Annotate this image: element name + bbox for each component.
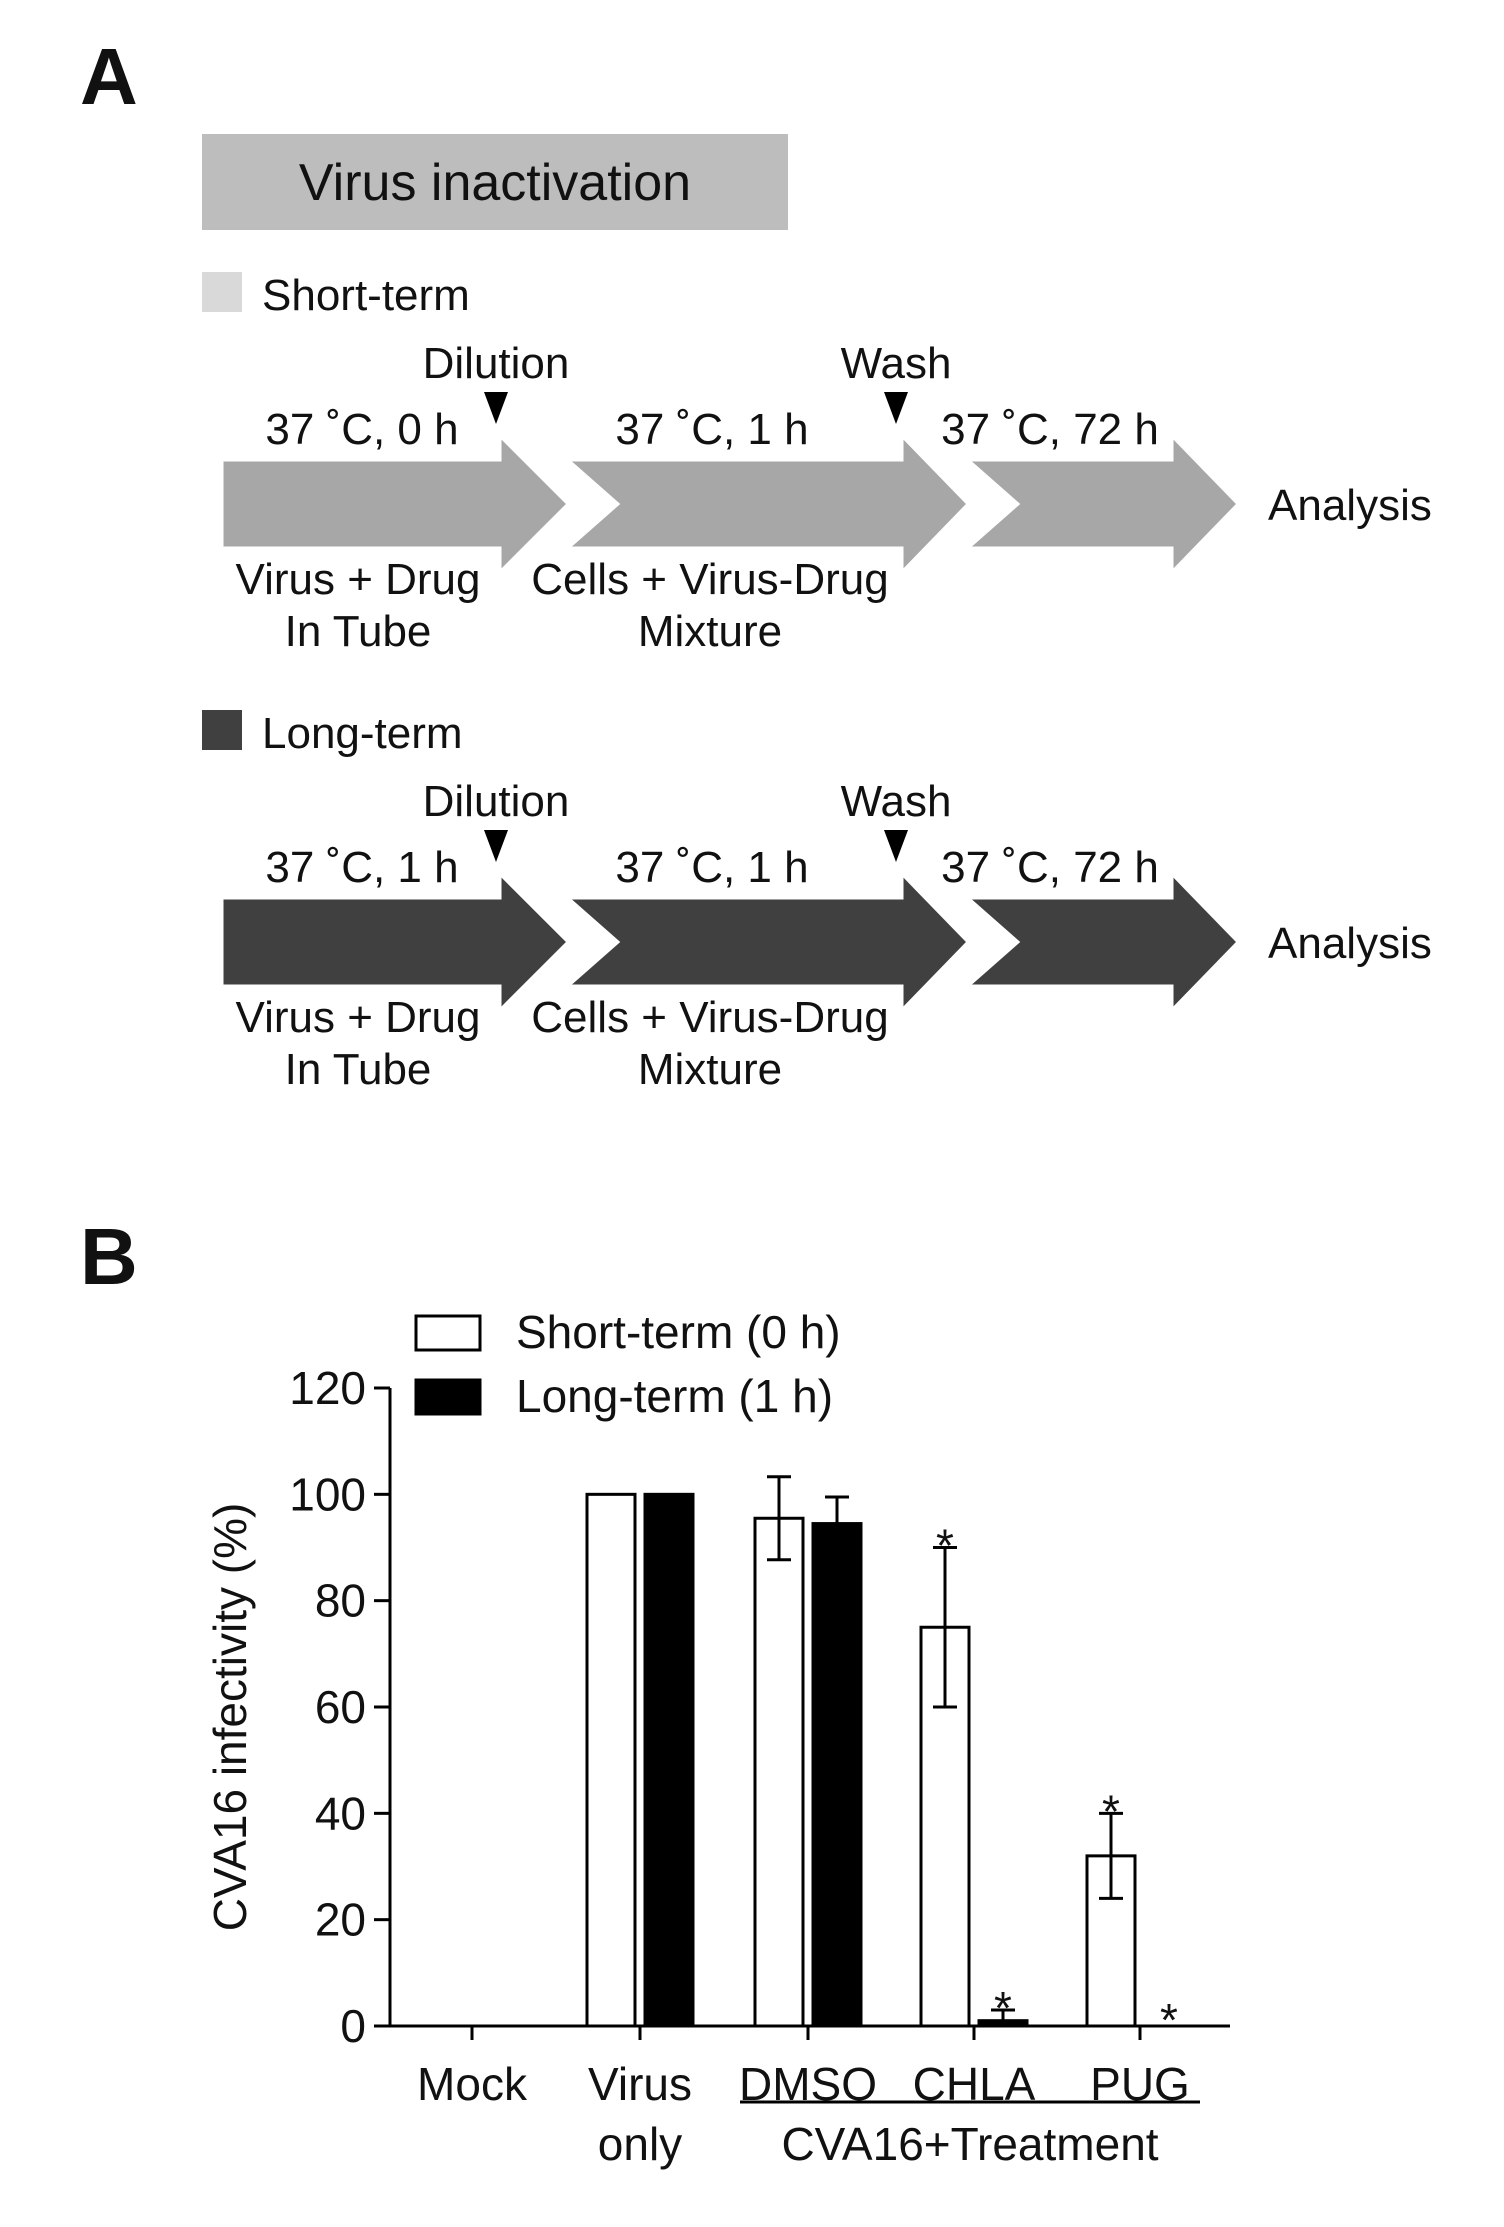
short-arrow-1 bbox=[220, 432, 571, 576]
long-step2-desc-line2: Mixture bbox=[638, 1045, 782, 1094]
long-wash-marker bbox=[884, 830, 908, 862]
significance-star-1-4: * bbox=[1160, 1994, 1178, 2046]
y-tick-label-0: 0 bbox=[340, 2000, 366, 2052]
short-label: Short-term bbox=[262, 271, 470, 320]
y-tick-label-60: 60 bbox=[315, 1681, 366, 1733]
short-step1-condition: 37 ˚C, 0 h bbox=[265, 405, 458, 454]
short-step1-desc-line1: Virus + Drug bbox=[236, 555, 481, 604]
workflow-row-short: Short-term Dilution Wash 37 ˚C, 0 h 37 ˚C, 1… bbox=[202, 271, 1432, 656]
y-tick-label-120: 120 bbox=[289, 1362, 366, 1414]
long-arrow-1 bbox=[220, 870, 571, 1014]
long-step1-desc-line2: In Tube bbox=[285, 1045, 432, 1094]
short-step1-desc-line2: In Tube bbox=[285, 607, 432, 656]
panel-b-letter: B bbox=[80, 1212, 138, 1301]
y-tick-label-20: 20 bbox=[315, 1894, 366, 1946]
treatment-group-label: CVA16+Treatment bbox=[781, 2118, 1158, 2170]
x-tick-label-1-1: only bbox=[598, 2118, 682, 2170]
virus-inactivation-box bbox=[202, 134, 788, 230]
long-wash-label: Wash bbox=[841, 777, 952, 826]
legend-swatch-1 bbox=[414, 1378, 482, 1416]
legend-swatch-0 bbox=[414, 1314, 482, 1352]
bar-1-2 bbox=[811, 1522, 863, 2028]
virus-inactivation-title: Virus inactivation bbox=[299, 154, 691, 212]
x-tick-label-1-0: Virus bbox=[588, 2058, 692, 2110]
long-dilution-marker bbox=[484, 830, 508, 862]
long-arrow-2 bbox=[564, 870, 971, 1014]
long-dilution-label: Dilution bbox=[423, 777, 570, 826]
long-swatch bbox=[202, 710, 242, 750]
x-tick-label-0-0: Mock bbox=[417, 2058, 528, 2110]
long-step1-desc-line1: Virus + Drug bbox=[236, 993, 481, 1042]
short-step2-desc-line2: Mixture bbox=[638, 607, 782, 656]
short-dilution-label: Dilution bbox=[423, 339, 570, 388]
workflow-rows: Short-term Dilution Wash 37 ˚C, 0 h 37 ˚C, 1… bbox=[202, 271, 1432, 1094]
y-tick-label-40: 40 bbox=[315, 1787, 366, 1839]
short-arrow-2 bbox=[564, 432, 971, 576]
long-step1-condition: 37 ˚C, 1 h bbox=[265, 843, 458, 892]
significance-star-0-3: * bbox=[936, 1520, 954, 1572]
short-wash-marker bbox=[884, 392, 908, 424]
short-dilution-marker bbox=[484, 392, 508, 424]
short-swatch bbox=[202, 272, 242, 312]
y-tick-label-100: 100 bbox=[289, 1468, 366, 1520]
panel-a-letter: A bbox=[80, 32, 138, 121]
long-step3-condition: 37 ˚C, 72 h bbox=[941, 843, 1159, 892]
short-step3-condition: 37 ˚C, 72 h bbox=[941, 405, 1159, 454]
short-analysis-label: Analysis bbox=[1268, 481, 1432, 530]
bar-0-2 bbox=[753, 1516, 805, 2028]
long-label: Long-term bbox=[262, 709, 463, 758]
long-step2-desc-line1: Cells + Virus-Drug bbox=[531, 993, 888, 1042]
legend-label-1: Long-term (1 h) bbox=[516, 1370, 833, 1422]
short-step2-condition: 37 ˚C, 1 h bbox=[615, 405, 808, 454]
short-arrow-3 bbox=[964, 432, 1241, 576]
significance-star-0-4: * bbox=[1102, 1785, 1120, 1837]
workflow-row-long: Long-term Dilution Wash 37 ˚C, 1 h 37 ˚C, 1 … bbox=[202, 709, 1432, 1094]
bar-0-1 bbox=[585, 1492, 637, 2028]
long-arrow-3 bbox=[964, 870, 1241, 1014]
long-step2-condition: 37 ˚C, 1 h bbox=[615, 843, 808, 892]
bar-chart: 0 20 40 60 80 100 120 CVA16 infectivity (%) Mock… bbox=[204, 1306, 1230, 2170]
y-axis-label: CVA16 infectivity (%) bbox=[204, 1503, 256, 1932]
y-tick-label-80: 80 bbox=[315, 1575, 366, 1627]
long-analysis-label: Analysis bbox=[1268, 919, 1432, 968]
legend-label-0: Short-term (0 h) bbox=[516, 1306, 841, 1358]
significance-star-1-3: * bbox=[994, 1982, 1012, 2034]
bar-1-1 bbox=[643, 1492, 695, 2028]
short-step2-desc-line1: Cells + Virus-Drug bbox=[531, 555, 888, 604]
short-wash-label: Wash bbox=[841, 339, 952, 388]
